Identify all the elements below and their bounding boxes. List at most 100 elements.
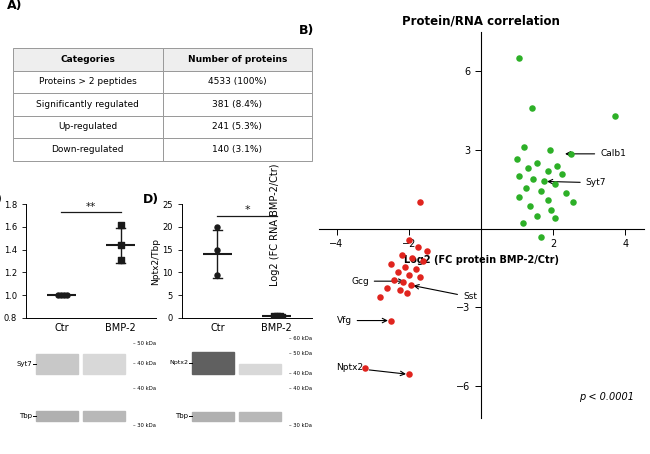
Text: Sst: Sst xyxy=(415,285,477,301)
Point xyxy=(393,268,403,276)
Point xyxy=(528,175,539,183)
Bar xyxy=(36,411,78,421)
Point xyxy=(568,199,578,206)
Point xyxy=(550,215,560,222)
Point xyxy=(407,254,417,261)
Point xyxy=(404,271,414,278)
Bar xyxy=(192,352,234,374)
Point xyxy=(532,159,542,167)
Point xyxy=(382,284,393,291)
Text: Tbp: Tbp xyxy=(20,413,32,419)
Text: – 30 kDa: – 30 kDa xyxy=(133,423,155,429)
Point xyxy=(532,212,542,219)
Point xyxy=(404,371,414,378)
Point xyxy=(546,207,556,214)
Point xyxy=(525,203,535,210)
Point xyxy=(278,313,288,321)
Point xyxy=(550,180,560,188)
Title: Protein/RNA correlation: Protein/RNA correlation xyxy=(402,15,560,28)
Point xyxy=(536,233,546,240)
Point xyxy=(512,155,523,163)
Text: – 40 kDa: – 40 kDa xyxy=(289,371,311,376)
Point xyxy=(557,170,567,177)
Text: D): D) xyxy=(143,193,159,206)
Text: – 50 kDa: – 50 kDa xyxy=(133,341,155,346)
Bar xyxy=(36,354,78,374)
Point xyxy=(374,293,385,301)
Point xyxy=(400,263,410,271)
Point xyxy=(539,178,549,185)
Point xyxy=(395,287,405,294)
Point xyxy=(523,165,533,172)
Point xyxy=(115,256,125,263)
Point xyxy=(543,167,553,174)
Bar xyxy=(239,364,281,374)
Y-axis label: Nptx2/Tbp: Nptx2/Tbp xyxy=(151,237,160,285)
Point xyxy=(360,364,370,371)
Text: Vfg: Vfg xyxy=(337,316,387,325)
Text: Nptx2: Nptx2 xyxy=(337,363,405,375)
Point xyxy=(268,312,279,320)
Point xyxy=(521,184,531,192)
Text: – 40 kDa: – 40 kDa xyxy=(289,386,311,391)
Text: p < 0.0001: p < 0.0001 xyxy=(578,392,634,402)
Point xyxy=(422,247,432,255)
Text: Syt7: Syt7 xyxy=(548,178,606,187)
Text: A): A) xyxy=(7,0,23,12)
Text: Gcg: Gcg xyxy=(351,276,403,286)
Point xyxy=(543,196,553,203)
Y-axis label: Syt7/Tbp (fold): Syt7/Tbp (fold) xyxy=(0,230,1,292)
Point xyxy=(545,146,555,153)
Point xyxy=(115,221,125,228)
Point xyxy=(552,162,562,169)
Text: Syt7: Syt7 xyxy=(17,361,32,367)
Point xyxy=(53,291,64,299)
Point xyxy=(411,266,421,273)
Point xyxy=(213,223,223,231)
Text: **: ** xyxy=(86,202,96,212)
Text: – 40 kDa: – 40 kDa xyxy=(133,386,155,391)
Text: – 60 kDa: – 60 kDa xyxy=(289,336,311,341)
Text: – 40 kDa: – 40 kDa xyxy=(133,361,155,366)
Point xyxy=(514,54,524,62)
Y-axis label: Log2 (FC RNA BMP-2/Ctr): Log2 (FC RNA BMP-2/Ctr) xyxy=(270,163,280,286)
Text: Calb1: Calb1 xyxy=(566,149,626,158)
Point xyxy=(274,313,285,320)
Point xyxy=(389,276,400,283)
Point xyxy=(396,251,407,258)
Point xyxy=(536,187,546,194)
Point xyxy=(517,220,528,227)
Point xyxy=(519,143,530,151)
Point xyxy=(398,279,409,286)
Point xyxy=(115,242,125,249)
Point xyxy=(566,150,577,158)
Point xyxy=(385,317,396,324)
Text: Tbp: Tbp xyxy=(176,413,188,419)
Point xyxy=(271,312,281,320)
Point xyxy=(385,261,396,268)
Point xyxy=(415,274,425,281)
Point xyxy=(213,271,223,278)
Point xyxy=(213,246,223,253)
Point xyxy=(526,104,537,112)
Point xyxy=(406,281,416,289)
Text: B): B) xyxy=(299,24,315,37)
Point xyxy=(413,243,423,251)
Point xyxy=(514,173,524,180)
Text: *: * xyxy=(244,205,250,215)
Point xyxy=(418,258,428,265)
Point xyxy=(57,291,67,299)
Bar xyxy=(83,411,125,421)
Point xyxy=(561,190,571,197)
Point xyxy=(415,199,425,206)
Point xyxy=(404,237,414,244)
Text: – 50 kDa: – 50 kDa xyxy=(289,351,311,356)
Bar xyxy=(239,412,281,421)
Point xyxy=(514,193,524,201)
Text: C): C) xyxy=(0,193,2,206)
Point xyxy=(62,291,73,299)
Point xyxy=(610,112,620,119)
Bar xyxy=(83,354,125,374)
X-axis label: Log2 (FC protein BMP-2/Ctr): Log2 (FC protein BMP-2/Ctr) xyxy=(404,255,558,265)
Text: – 30 kDa: – 30 kDa xyxy=(289,423,311,429)
